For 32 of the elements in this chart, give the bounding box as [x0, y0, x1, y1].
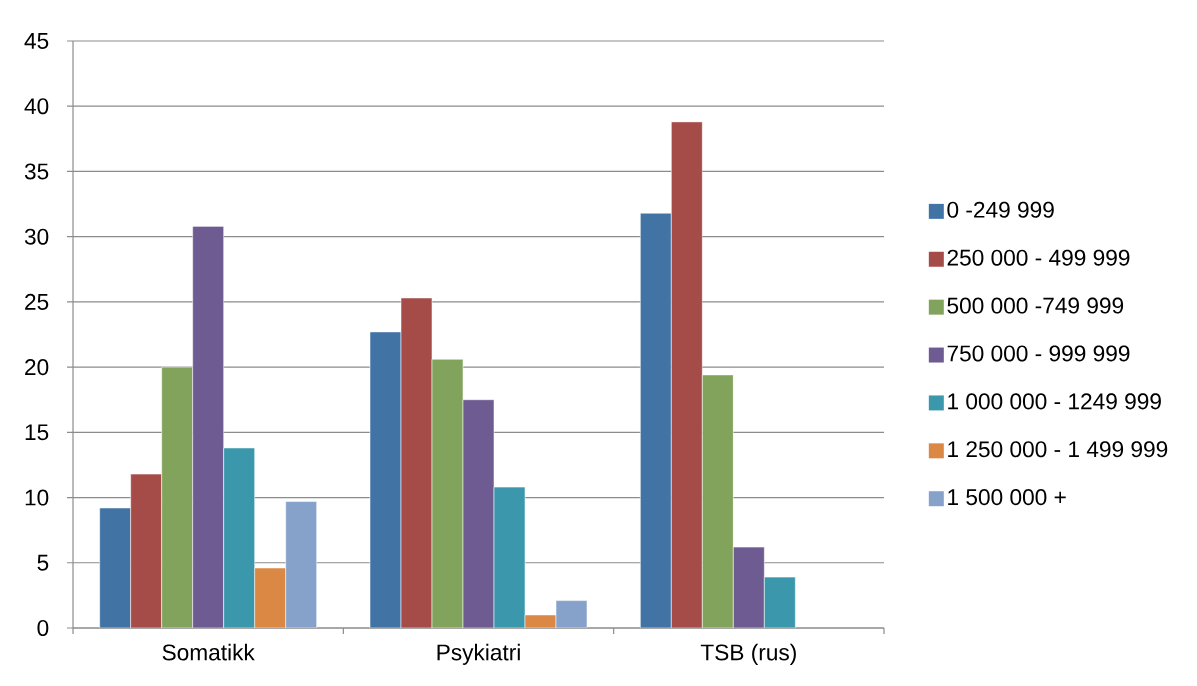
y-tick-label: 25 — [25, 293, 49, 310]
legend-label: 250 000 - 499 999 — [947, 249, 1130, 266]
y-tick-label: 0 — [37, 619, 49, 637]
y-tick-label: 5 — [37, 554, 49, 571]
legend-label: 750 000 - 999 999 — [947, 345, 1130, 362]
legend-label: 500 000 -749 999 — [947, 297, 1124, 314]
bar — [130, 473, 162, 628]
legend-label: 0 -249 999 — [947, 201, 1054, 218]
bar — [764, 576, 796, 628]
legend-label: 1 500 000 + — [948, 489, 1066, 506]
bar — [192, 225, 224, 628]
bar — [223, 447, 255, 628]
y-tick-label: 40 — [24, 98, 49, 115]
bar — [462, 399, 495, 628]
y-tick-label: 15 — [25, 424, 49, 441]
y-tick-label: 20 — [25, 359, 49, 376]
legend-label: 1 250 000 - 1 499 999 — [948, 441, 1168, 458]
bar — [400, 297, 433, 628]
x-tick-label: Somatikk — [162, 643, 255, 661]
bar — [733, 546, 765, 628]
bar — [493, 486, 526, 628]
bar — [671, 121, 703, 628]
y-tick-label: 10 — [25, 489, 49, 506]
y-tick-label: 35 — [24, 163, 49, 180]
x-tick-label: TSB (rus) — [700, 643, 796, 665]
x-tick-label: Psykiatri — [437, 643, 520, 665]
bar — [702, 374, 734, 628]
y-tick-label: 30 — [24, 228, 49, 245]
bar — [161, 366, 193, 628]
y-tick-label: 45 — [24, 33, 49, 49]
bar — [431, 359, 464, 628]
legend-label: 1 000 000 - 1249 999 — [948, 393, 1161, 410]
